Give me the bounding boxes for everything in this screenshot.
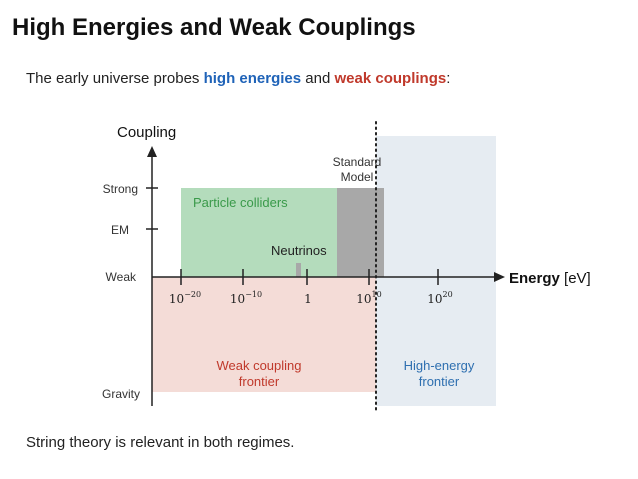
subtitle-suffix: : (446, 70, 451, 87)
x-axis-arrow (494, 272, 505, 282)
x-axis-label: Energy [eV] (509, 270, 591, 287)
y-tick-label-weak: Weak (106, 270, 137, 284)
x-axis-label-bold: Energy (509, 270, 561, 287)
x-tick-label-5: 1020 (427, 290, 452, 306)
weak-frontier-label-line2: frontier (239, 374, 280, 389)
high-energy-frontier-region (376, 136, 496, 406)
neutrinos-label: Neutrinos (271, 243, 327, 258)
x-tick-label-3: 1 (304, 292, 312, 306)
weak-couplings-highlight: weak couplings (334, 70, 447, 87)
subtitle-middle: and (301, 70, 335, 87)
y-tick-label-strong: Strong (103, 182, 138, 196)
footer-note: String theory is relevant in both regime… (26, 434, 295, 451)
standard-model-label-line2: Model (341, 170, 374, 184)
x-tick-label-2: 10−10 (230, 290, 262, 306)
weak-frontier-label-line1: Weak coupling (216, 358, 301, 373)
x-axis-unit: [eV] (560, 270, 591, 287)
high-energies-highlight: high energies (203, 70, 302, 87)
particle-colliders-label: Particle colliders (193, 195, 288, 210)
neutrinos-marker (296, 263, 301, 277)
slide-title: High Energies and Weak Couplings (12, 14, 416, 41)
x-tick-label-1: 10−20 (169, 290, 201, 306)
subtitle-prefix: The early universe probes (26, 70, 204, 87)
subtitle: The early universe probes high energies … (26, 70, 450, 87)
y-tick-label-em: EM (111, 223, 129, 237)
y-tick-label-gravity: Gravity (102, 387, 140, 401)
y-axis-label: Coupling (117, 124, 176, 141)
standard-model-label-line1: Standard (333, 155, 382, 169)
y-axis-arrow (147, 146, 157, 157)
high-frontier-label-line2: frontier (419, 374, 460, 389)
x-tick-label-4: 1010 (356, 290, 381, 306)
particle-colliders-region (181, 188, 337, 277)
high-frontier-label-line1: High-energy (404, 358, 475, 373)
weak-coupling-frontier-region (152, 277, 376, 392)
